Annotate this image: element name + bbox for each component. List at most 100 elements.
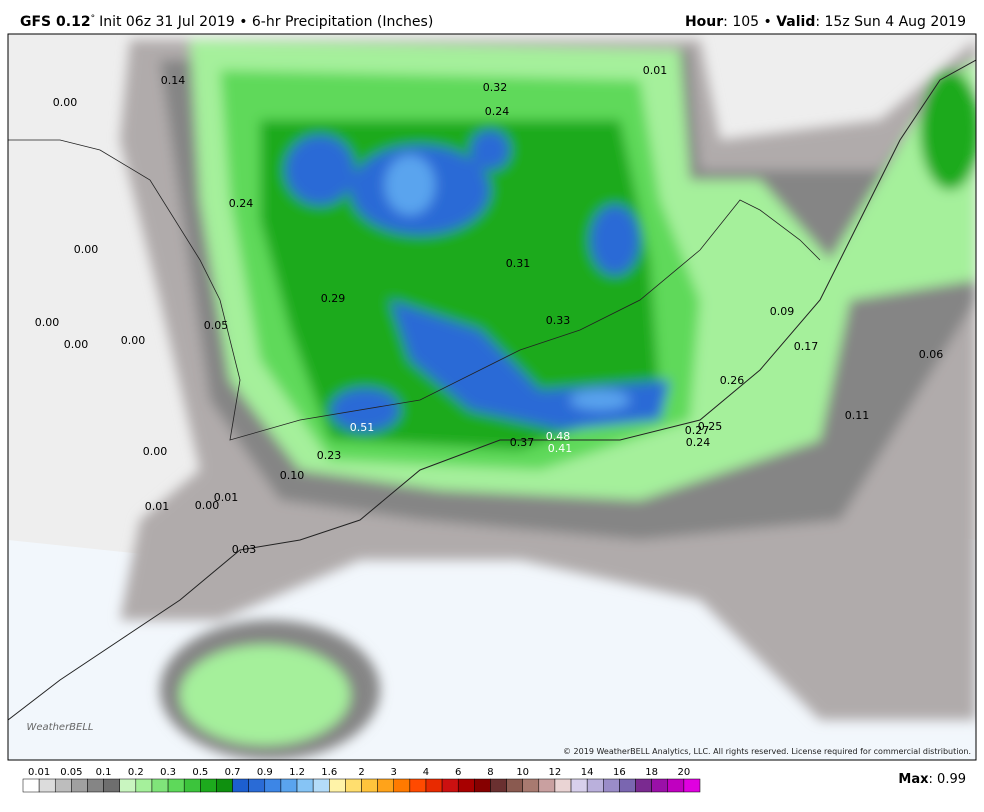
legend-swatch: [71, 778, 88, 793]
legend-swatch: [87, 778, 104, 793]
valid-label: Valid: [776, 14, 815, 30]
valid-value: : 15z Sun 4 Aug 2019: [815, 14, 966, 30]
legend-swatch: [103, 778, 120, 793]
legend-swatch: [329, 778, 346, 793]
precip-label: 0.09: [770, 305, 795, 318]
legend-swatch: [135, 778, 153, 793]
precip-label: 0.11: [845, 409, 870, 422]
legend-swatch: [474, 778, 491, 793]
legend-swatch: [361, 778, 378, 793]
legend-label: 0.01: [28, 767, 50, 778]
precip-label: 0.41: [548, 442, 573, 455]
max: Max: 0.99: [898, 772, 966, 787]
legend-swatch: [441, 778, 459, 793]
precip-label: 0.10: [280, 469, 305, 482]
legend-swatch: [570, 778, 588, 793]
legend-swatch: [635, 778, 652, 793]
legend-label: 0.2: [128, 767, 144, 778]
precip-label: 0.00: [121, 334, 146, 347]
max-label: Max: [898, 772, 929, 787]
precip-label: 0.01: [643, 64, 668, 77]
precip-label: 0.25: [698, 420, 723, 433]
legend-swatch: [232, 778, 249, 793]
legend-swatch: [667, 778, 685, 793]
legend-swatch: [457, 778, 475, 793]
legend-swatch: [506, 778, 523, 793]
legend-label: 0.05: [60, 767, 82, 778]
legend-swatch: [296, 778, 314, 793]
legend-swatch: [22, 778, 40, 793]
precip-label: 0.31: [506, 257, 531, 270]
legend-swatch: [603, 778, 620, 793]
legend-swatch: [425, 778, 443, 793]
precip-label: 0.24: [485, 105, 510, 118]
legend-swatch: [264, 778, 282, 793]
legend-swatch: [200, 778, 217, 793]
map: WeatherBELL © 2019 WeatherBELL Analytics…: [7, 33, 977, 761]
precip-label: 0.32: [483, 81, 508, 94]
logo: WeatherBELL: [26, 722, 93, 733]
precip-label: 0.17: [794, 340, 819, 353]
precip-label: 0.00: [143, 445, 168, 458]
precip-label: 0.33: [546, 314, 571, 327]
legend-swatch: [151, 778, 169, 793]
legend-swatch: [538, 778, 556, 793]
hour-value: : 105 •: [723, 14, 776, 30]
precip-label: 0.29: [321, 292, 346, 305]
legend-label: 20: [678, 767, 691, 778]
legend-label: 16: [613, 767, 626, 778]
legend-swatch: [216, 778, 233, 793]
legend-label: 1.2: [289, 767, 305, 778]
precip-label: 0.00: [35, 316, 60, 329]
legend-swatch: [393, 778, 411, 793]
legend-swatch: [522, 778, 540, 793]
precip-label: 0.01: [145, 500, 170, 513]
legend-label: 3: [391, 767, 397, 778]
legend-swatch: [651, 778, 669, 793]
legend-swatch: [619, 778, 636, 793]
legend-label: 10: [516, 767, 529, 778]
legend-swatch: [38, 778, 56, 793]
precip-label: 0.03: [232, 543, 257, 556]
header-left: GFS 0.12° Init 06z 31 Jul 2019 • 6-hr Pre…: [20, 14, 433, 30]
legend-swatch: [183, 778, 201, 793]
legend-swatch: [683, 778, 701, 793]
legend-label: 4: [423, 767, 429, 778]
legend-label: 1.6: [321, 767, 337, 778]
legend-label: 0.1: [96, 767, 112, 778]
legend-swatch: [490, 778, 507, 793]
model: GFS 0.12: [20, 14, 91, 30]
precip-label: 0.00: [195, 499, 220, 512]
legend: 0.01 0.05 0.1 0.2 0.3 0.5 0.7 0.9 1.2 1.6 2 3 4 6 8 10 1…: [22, 767, 701, 793]
legend-swatch: [248, 778, 266, 793]
precip-label: 0.27: [685, 424, 710, 437]
header-right: Hour: 105 • Valid: 15z Sun 4 Aug 2019: [685, 14, 966, 30]
precip-label: 0.00: [53, 96, 78, 109]
precip-label: 0.06: [919, 348, 944, 361]
precip-label: 0.26: [720, 374, 745, 387]
precip-label: 0.24: [686, 436, 711, 449]
precip-label: 0.51: [350, 421, 375, 434]
legend-label: 8: [487, 767, 493, 778]
legend-swatch: [586, 778, 604, 793]
copyright: © 2019 WeatherBELL Analytics, LLC. All r…: [563, 747, 971, 756]
precip-label: 0.00: [74, 243, 99, 256]
legend-label: 0.9: [257, 767, 273, 778]
legend-swatch: [280, 778, 298, 793]
legend-label: 0.3: [160, 767, 176, 778]
hour-label: Hour: [685, 14, 723, 30]
legend-swatch: [167, 778, 185, 793]
legend-label: 18: [645, 767, 658, 778]
legend-swatch: [54, 778, 72, 793]
legend-label: 6: [455, 767, 461, 778]
precip-label: 0.14: [161, 74, 186, 87]
precip-label: 0.24: [229, 197, 254, 210]
precip-label: 0.37: [510, 436, 535, 449]
legend-label: 12: [549, 767, 562, 778]
legend-swatch: [409, 778, 427, 793]
legend-swatch: [345, 778, 362, 793]
degree: °: [91, 14, 96, 24]
max-value: : 0.99: [929, 772, 966, 787]
precip-label: 0.23: [317, 449, 342, 462]
